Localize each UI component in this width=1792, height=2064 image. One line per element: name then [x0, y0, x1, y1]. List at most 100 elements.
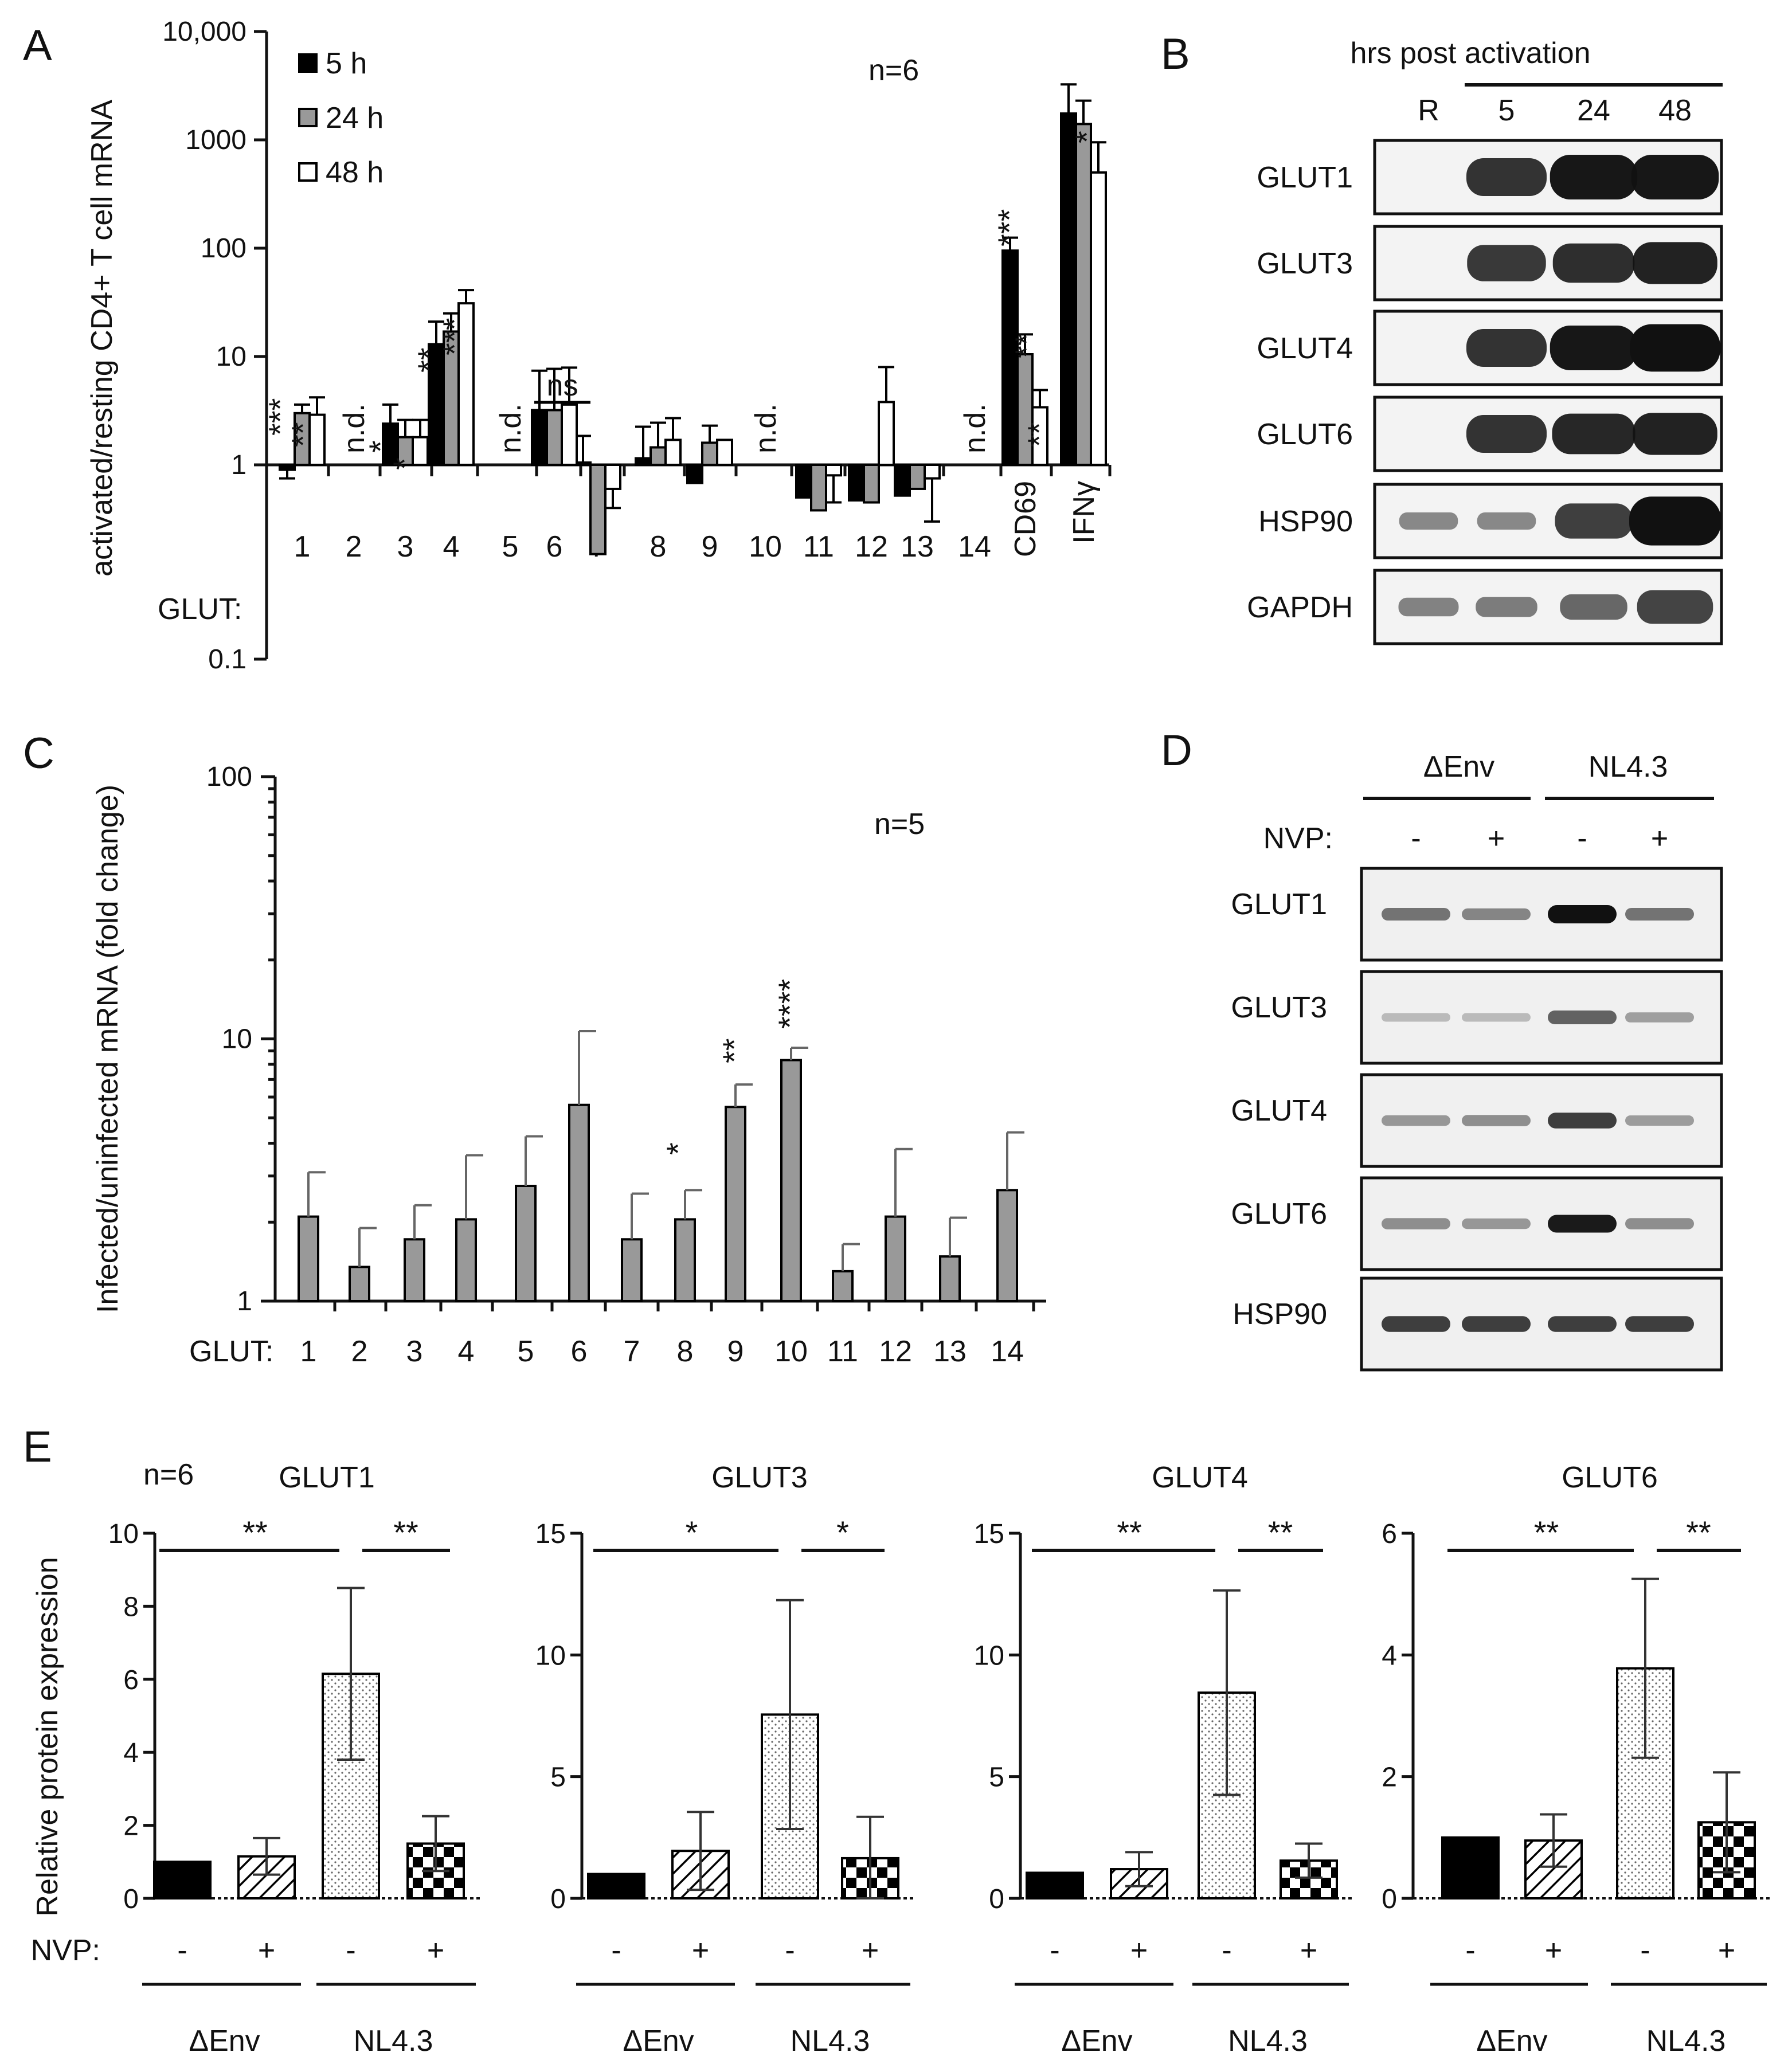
panel-a-significance: *	[362, 440, 398, 453]
panel-d-group-2: NL4.3	[1588, 750, 1668, 784]
panel-e-y-tick-label: 10	[974, 1640, 1004, 1671]
panel-e-nvp-sign: +	[1545, 1934, 1562, 1967]
panel-a-bar-48h-11	[825, 464, 842, 477]
panel-b-lane-label: 24	[1577, 94, 1610, 127]
panel-e-y-tick-label: 0	[1382, 1884, 1397, 1914]
panel-c: C n=5 Infected/uninfected mRNA (fold cha…	[23, 729, 1046, 1368]
panel-c-y-tick-label: 100	[206, 762, 252, 792]
panel-e-y-label: Relative protein expression	[31, 1557, 64, 1916]
panel-a-x-label: 13	[901, 530, 934, 563]
panel-c-bar-13	[939, 1255, 961, 1302]
panel-d-band	[1462, 908, 1531, 921]
panel-b-band	[1552, 243, 1635, 283]
panel-a-bar-48h-3	[412, 436, 429, 466]
panel-d-nvp-sign: +	[1488, 822, 1505, 855]
panel-e-significance: **	[1117, 1514, 1142, 1550]
panel-e-chart-title: GLUT3	[711, 1461, 808, 1494]
panel-e-y-tick-label: 0	[123, 1884, 139, 1914]
panel-a-significance: ***	[991, 209, 1027, 246]
panel-b-row-label: GLUT4	[1257, 332, 1353, 365]
panel-a-bar-48h-6	[561, 403, 578, 466]
panel-a-x-prefix: GLUT:	[158, 593, 242, 626]
panel-e-significance: **	[1268, 1514, 1293, 1550]
panel-a-y-tick-label: 0.1	[208, 644, 247, 675]
panel-d-row-label: GLUT3	[1231, 991, 1327, 1024]
panel-c-bar-9	[725, 1106, 746, 1302]
panel-b-band	[1467, 245, 1546, 281]
legend-label-48h: 48 h	[326, 156, 384, 189]
panel-c-x-label: 7	[624, 1335, 640, 1368]
panel-d-band	[1382, 1218, 1450, 1229]
panel-d-band	[1625, 1316, 1694, 1332]
panel-a-significance: **	[285, 422, 321, 447]
panel-c-y-tick-label: 1	[237, 1286, 252, 1317]
panel-b: B hrs post activation R 5 24 48 GLUT1 GLUT3 GL…	[1161, 30, 1723, 645]
panel-a-y-label: activated/resting CD4+ T cell mRNA	[85, 100, 119, 577]
panel-a-x-label: 10	[749, 530, 782, 563]
panel-d-nvp-sign: -	[1577, 822, 1587, 855]
panel-d-nvp-sign: -	[1411, 822, 1421, 855]
panel-b-row-label: GLUT1	[1257, 161, 1353, 194]
panel-b-row-label: HSP90	[1258, 505, 1353, 538]
panel-a-bar-5h-8	[635, 457, 652, 467]
panel-a-bar-24h-11	[810, 464, 827, 512]
panel-e-y-tick-label: 4	[1382, 1640, 1397, 1671]
panel-c-x-label: 6	[571, 1335, 588, 1368]
panel-a-ns-label: ns	[547, 369, 578, 402]
panel-a-x-label: 9	[702, 530, 718, 563]
panel-d-blot-GLUT4	[1360, 1073, 1723, 1168]
panel-e-letter: E	[23, 1423, 52, 1471]
panel-e-chart-GLUT3: GLUT3 0 5 10 15 - + - + * * ΔEnv NL4.3	[535, 1461, 916, 2058]
panel-e-nvp-sign: +	[1718, 1934, 1735, 1967]
panel-e-chart-title: GLUT4	[1152, 1461, 1248, 1494]
panel-c-bar-10	[780, 1059, 802, 1302]
panel-a-plot: 10,00010001001010.11234567891011121314CD…	[162, 17, 1112, 675]
panel-b-header: hrs post activation	[1350, 37, 1590, 70]
panel-b-band	[1398, 597, 1459, 617]
panel-e-chart-GLUT1: GLUT1 0 2 4 6 8 10 - + - + ** ** ΔEnv NL4.3	[108, 1461, 482, 2058]
panel-a-bar-48h-9	[716, 438, 733, 466]
panel-e-n-label: n=6	[143, 1458, 194, 1491]
panel-e-chart-GLUT6: GLUT6 0 2 4 6 - + - + ** ** ΔEnv NL4.3	[1382, 1461, 1773, 2058]
panel-a-bar-48h-IFNγ	[1090, 171, 1107, 466]
panel-c-x-prefix: GLUT:	[189, 1335, 273, 1368]
panel-b-blot-GLUT1	[1373, 139, 1723, 216]
panel-d-band	[1548, 1316, 1617, 1332]
panel-c-x-label: 8	[677, 1335, 694, 1368]
panel-a-bar-24h-9	[701, 441, 718, 467]
legend-swatch-24h	[298, 108, 318, 127]
panel-c-significance: ****	[772, 979, 808, 1029]
panel-c-x-label: 5	[518, 1335, 534, 1368]
panel-e-y-tick-label: 5	[550, 1763, 566, 1793]
legend-label-24h: 24 h	[326, 101, 384, 135]
panel-c-bar-4	[455, 1218, 477, 1302]
panel-e-group-label: ΔEnv	[189, 2024, 260, 2058]
panel-a-y-tick-label: 1	[231, 450, 247, 480]
panel-b-band	[1631, 155, 1719, 199]
panel-b-band	[1477, 512, 1536, 530]
panel-a-bar-24h-7	[589, 464, 607, 555]
panel-a-x-label: IFNγ	[1067, 481, 1101, 544]
legend-swatch-5h	[298, 53, 318, 73]
panel-b-blots: R 5 24 48 GLUT1 GLUT3 GLUT4 GLUT6 HSP90 GAPDH	[1247, 94, 1723, 645]
panel-a-bar-24h-8	[649, 446, 667, 467]
panel-a-x-label: 5	[502, 530, 519, 563]
panel-a-bar-24h-13	[909, 464, 926, 490]
panel-d-band	[1382, 1013, 1450, 1022]
panel-c-x-label: 1	[300, 1335, 317, 1368]
panel-c-bar-3	[404, 1238, 425, 1303]
panel-d-row-label: GLUT1	[1231, 888, 1327, 921]
panel-c-x-label: 3	[406, 1335, 423, 1368]
panel-a-bar-5h-11	[795, 464, 812, 499]
panel-a-x-label: CD69	[1009, 481, 1042, 557]
panel-a-significance: ***	[262, 398, 298, 436]
panel-a-bar-5h-9	[686, 464, 703, 484]
panel-a-bar-5h-12	[848, 464, 865, 502]
panel-d-band	[1625, 907, 1694, 921]
panel-c-bar-14	[996, 1189, 1018, 1302]
panel-c-x-label: 10	[774, 1335, 808, 1368]
panel-b-band	[1466, 415, 1547, 453]
panel-c-x-label: 12	[879, 1335, 912, 1368]
panel-e-nvp-label: NVP:	[31, 1934, 100, 1967]
panel-c-letter: C	[23, 729, 54, 778]
